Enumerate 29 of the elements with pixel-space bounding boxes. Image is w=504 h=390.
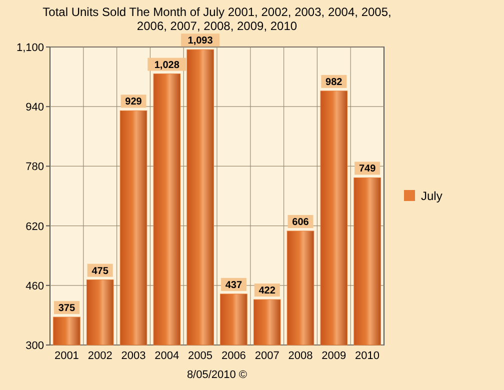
- x-tick-label: 2004: [154, 350, 180, 362]
- chart-title: Total Units Sold The Month of July 2001, 2002, 2003, 2004, 2005, 2006, 2007, 2008, 2009, 2010: [42, 5, 392, 33]
- data-label: 422: [258, 286, 276, 297]
- x-tick-label: 2006: [221, 350, 246, 362]
- x-tick-label: 2002: [88, 350, 112, 362]
- x-tick-label: 2001: [54, 350, 79, 362]
- y-tick-label: 940: [26, 102, 44, 114]
- x-tick-label: 2009: [322, 350, 346, 362]
- x-tick-label: 2007: [254, 350, 280, 362]
- data-label: 982: [326, 76, 343, 88]
- x-tick-label: 2003: [121, 350, 146, 362]
- data-label: 749: [358, 164, 376, 175]
- x-tick-label: 2008: [288, 350, 313, 362]
- x-tick-label: 2010: [355, 350, 380, 362]
- data-label: 929: [125, 96, 142, 108]
- data-label: 475: [92, 266, 109, 277]
- y-tick-label: 300: [26, 340, 44, 352]
- data-label: 606: [292, 217, 310, 228]
- data-label: 437: [225, 280, 242, 291]
- y-tick-label: 780: [26, 161, 44, 174]
- x-tick-label: 2005: [188, 350, 213, 362]
- text: 8/05/2010 ©: [186, 369, 248, 381]
- y-tick-label: 620: [26, 220, 44, 233]
- y-tick-label: 1,100: [16, 42, 44, 54]
- data-label: 1,028: [154, 60, 180, 71]
- legend-label: July: [421, 189, 442, 203]
- data-label: 1,093: [188, 36, 214, 47]
- data-label: 375: [58, 303, 76, 314]
- y-tick-label: 460: [26, 280, 44, 292]
